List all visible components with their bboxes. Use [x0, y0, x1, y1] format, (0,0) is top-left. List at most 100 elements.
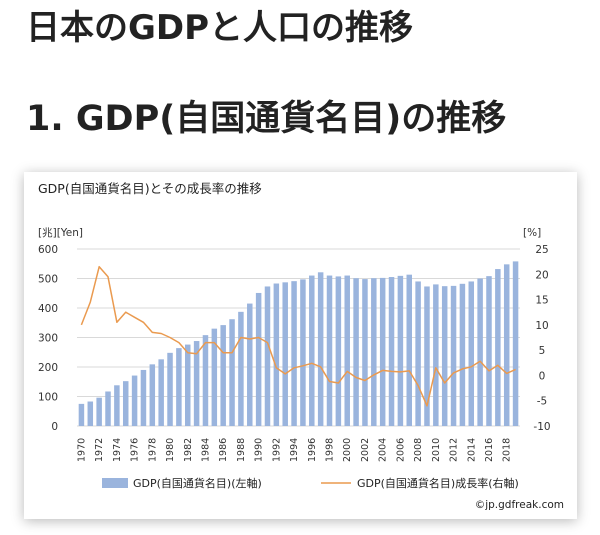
x-axis-tick-label: 2018: [502, 438, 513, 462]
right-axis-tick-label: 5: [539, 345, 546, 357]
x-axis-tick-label: 1996: [307, 438, 318, 462]
x-axis-tick-label: 1998: [325, 438, 336, 462]
gdp-bar: [441, 286, 448, 426]
gdp-bar: [167, 352, 173, 426]
x-axis-ticks: 1970 1972 1974 1976 1978 1980 1982 1984 1986 1988…: [76, 438, 512, 462]
x-axis-tick-label: 2016: [484, 438, 495, 462]
gdp-bar: [477, 278, 483, 426]
gdp-bar: [149, 364, 156, 426]
gdp-bar: [495, 269, 501, 426]
x-axis-tick-label: 1970: [76, 438, 87, 462]
gdp-bar: [309, 275, 315, 426]
x-axis-tick-label: 1984: [200, 438, 211, 462]
x-axis-tick-label: 1978: [147, 438, 158, 462]
x-axis-tick-label: 2010: [431, 438, 442, 462]
gdp-bar: [300, 279, 306, 426]
gdp-bar: [397, 275, 404, 426]
gdp-bar: [140, 369, 147, 426]
gdp-bar: [202, 335, 209, 426]
x-axis-tick-label: 1972: [94, 438, 105, 462]
left-axis-tick-label: 400: [38, 303, 58, 315]
gdp-bar: [176, 348, 182, 426]
x-axis-tick-label: 1994: [289, 438, 300, 462]
x-axis-tick-label: 1974: [112, 438, 123, 462]
gdp-bar: [326, 275, 333, 426]
gdp-bar: [211, 328, 218, 426]
gdp-bar: [415, 281, 421, 426]
right-axis-tick-label: 10: [535, 320, 548, 332]
gdp-bar: [317, 272, 324, 426]
gdp-bar: [379, 277, 386, 426]
right-axis-tick-label: -5: [537, 396, 547, 408]
legend-bar-label: GDP(自国通貨名目)(左軸): [133, 476, 262, 490]
right-axis-tick-label: 20: [535, 269, 548, 281]
gdp-bar: [362, 279, 368, 426]
right-axis-unit-label: [%]: [523, 227, 541, 239]
gdp-bar: [512, 261, 519, 426]
left-axis-tick-label: 0: [51, 421, 58, 433]
x-axis-tick-label: 2002: [360, 438, 371, 462]
left-axis-tick-label: 500: [38, 274, 58, 286]
gdp-bar: [264, 286, 271, 426]
page-title: 日本のGDPと人口の推移: [26, 8, 414, 48]
gdp-bar: [220, 325, 226, 426]
gdp-bar: [122, 381, 129, 426]
gdp-bar: [229, 319, 235, 426]
left-axis-tick-label: 200: [38, 362, 58, 374]
gdp-bar: [424, 286, 430, 426]
x-axis-tick-label: 2000: [342, 438, 353, 462]
gdp-bar: [282, 282, 288, 426]
legend-bar-swatch: [102, 478, 128, 488]
legend-line-label: GDP(自国通貨名目)成長率(右軸): [357, 476, 519, 490]
x-axis-tick-label: 1992: [271, 438, 282, 462]
gdp-bar: [193, 341, 200, 426]
x-axis-tick-label: 1988: [236, 438, 247, 462]
gdp-bar: [105, 391, 111, 426]
gdp-bar: [114, 385, 120, 426]
chart-title: GDP(自国通貨名目)とその成長率の推移: [38, 181, 262, 196]
right-axis-ticks: -10 -5 0 5 10 15 20 25: [533, 244, 550, 433]
gdp-bar: [87, 401, 94, 426]
gdp-bar: [238, 311, 244, 426]
gdp-bar: [247, 303, 253, 426]
gdp-bar: [185, 344, 191, 426]
gdp-bar: [255, 292, 262, 426]
gdp-bar: [388, 277, 395, 426]
gdp-chart: GDP(自国通貨名目)とその成長率の推移 [兆][Yen] [%] 010020…: [38, 181, 564, 511]
x-axis-tick-label: 1986: [218, 438, 229, 462]
gdp-bar: [503, 264, 510, 426]
gdp-bar: [459, 283, 466, 426]
gdp-bar: [344, 275, 350, 426]
x-axis-tick-label: 2014: [466, 438, 477, 462]
gdp-bar: [450, 285, 457, 426]
gdp-bar: [131, 375, 138, 426]
gdp-bar: [371, 278, 377, 426]
gdp-bars: [78, 261, 519, 426]
left-axis-tick-label: 300: [38, 333, 58, 345]
gdp-bar: [406, 274, 412, 426]
right-axis-tick-label: 0: [539, 370, 546, 382]
gdp-bar: [291, 281, 297, 426]
gdp-bar: [158, 359, 164, 426]
x-axis-tick-label: 2012: [449, 438, 460, 462]
x-axis-tick-label: 2008: [413, 438, 424, 462]
gdp-bar: [433, 284, 439, 426]
chart-card: GDP(自国通貨名目)とその成長率の推移 [兆][Yen] [%] 0 100 20…: [24, 172, 577, 519]
gdp-bar: [273, 283, 280, 426]
x-axis-tick-label: 2006: [395, 438, 406, 462]
right-axis-tick-label: 15: [535, 295, 548, 307]
credit-text: ©jp.gdfreak.com: [475, 499, 564, 511]
gdp-bar: [96, 397, 102, 426]
left-axis-tick-label: 100: [38, 392, 58, 404]
left-axis-ticks: 0 100 200 300 400 500 600: [38, 244, 58, 433]
gdp-bar: [468, 281, 475, 426]
gdp-bar: [486, 276, 492, 426]
x-axis-tick-label: 2004: [378, 438, 389, 462]
section-title: 1. GDP(自国通貨名目)の推移: [26, 99, 507, 139]
left-axis-unit-label: [兆][Yen]: [38, 227, 83, 239]
x-axis-tick-label: 1980: [165, 438, 176, 462]
gdp-bar: [335, 276, 342, 426]
growth-line-layer: [80, 265, 516, 407]
left-axis-tick-label: 600: [38, 244, 58, 256]
x-axis-tick-label: 1976: [130, 438, 141, 462]
